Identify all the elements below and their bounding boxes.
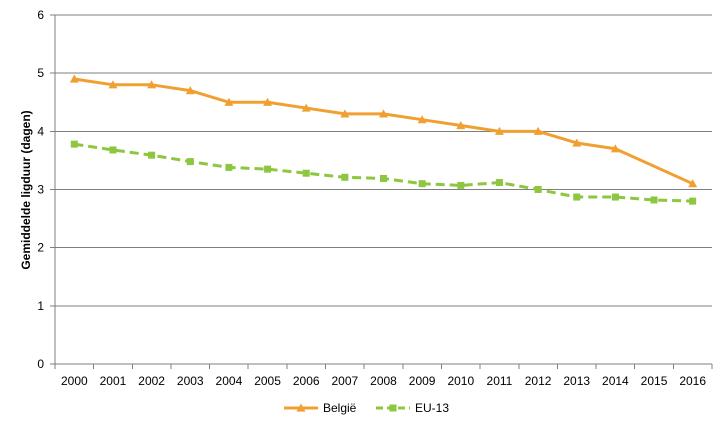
x-tick-label: 2015 [641, 374, 668, 388]
series-eu-13 [70, 140, 697, 205]
data-point [224, 97, 234, 106]
y-tick-label: 0 [37, 357, 44, 371]
data-point [573, 193, 581, 201]
data-point [302, 169, 310, 177]
x-tick-label: 2016 [679, 374, 706, 388]
data-point [533, 126, 543, 135]
data-point [225, 163, 233, 171]
y-axis-title: Gemiddelde ligduur (dagen) [19, 110, 33, 269]
data-point [147, 80, 157, 89]
series-line [74, 142, 693, 203]
x-tick-label: 2006 [293, 374, 320, 388]
data-point [572, 138, 582, 147]
data-point [418, 180, 426, 188]
x-tick-label: 2004 [216, 374, 243, 388]
data-point [109, 146, 117, 154]
x-tick-label: 2014 [602, 374, 629, 388]
data-point [186, 158, 194, 166]
x-tick-label: 2013 [563, 374, 590, 388]
x-tick-label: 2009 [409, 374, 436, 388]
x-tick-label: 2001 [100, 374, 127, 388]
legend-item: EU-13 [376, 401, 449, 415]
y-tick-label: 5 [37, 66, 44, 80]
x-tick-label: 2000 [61, 374, 88, 388]
data-point [534, 186, 542, 193]
y-axis-tick-labels: 0 1 2 3 4 5 6 [37, 8, 44, 371]
data-point [379, 109, 388, 118]
data-point [264, 165, 272, 173]
data-point [610, 144, 620, 153]
data-point [341, 173, 349, 181]
series-group [69, 74, 698, 205]
series-line [74, 77, 694, 186]
legend-item: België [284, 401, 357, 415]
x-tick-label: 2002 [138, 374, 165, 388]
y-tick-label: 4 [37, 124, 44, 138]
data-point [340, 109, 350, 118]
x-tick-label: 2005 [254, 374, 281, 388]
data-point [301, 103, 311, 112]
data-point [380, 174, 387, 182]
data-point [494, 126, 504, 135]
x-tick-label: 2003 [177, 374, 204, 388]
data-point [417, 115, 427, 124]
x-axis-tick-labels: 2000 2001 2002 2003 2004 2005 2006 2007 2008 2009… [61, 374, 706, 388]
data-point [650, 196, 658, 204]
legend: België EU-13 [284, 401, 449, 415]
data-point [70, 140, 78, 148]
legend-label: België [323, 401, 357, 415]
data-point [688, 179, 698, 188]
y-tick-label: 2 [37, 241, 44, 255]
data-point [611, 193, 619, 201]
y-tick-label: 1 [37, 299, 44, 313]
data-point [456, 121, 466, 130]
x-tick-label: 2011 [487, 374, 513, 388]
data-point [108, 80, 118, 89]
data-point [495, 179, 503, 187]
legend-label: EU-13 [415, 401, 449, 415]
data-point [457, 181, 465, 189]
series-belgie [69, 74, 698, 188]
legend-marker [389, 404, 397, 412]
data-point [263, 97, 273, 106]
data-point [69, 74, 79, 83]
x-tick-label: 2007 [332, 374, 359, 388]
data-point [148, 151, 156, 159]
axes [50, 14, 713, 369]
data-point [185, 86, 195, 95]
gridlines [55, 14, 712, 307]
y-tick-label: 6 [37, 8, 44, 22]
x-tick-label: 2010 [447, 374, 474, 388]
data-point [689, 197, 697, 205]
x-tick-label: 2012 [525, 374, 552, 388]
legend-marker [296, 403, 306, 412]
x-tick-label: 2008 [370, 374, 397, 388]
y-tick-label: 3 [37, 183, 44, 197]
